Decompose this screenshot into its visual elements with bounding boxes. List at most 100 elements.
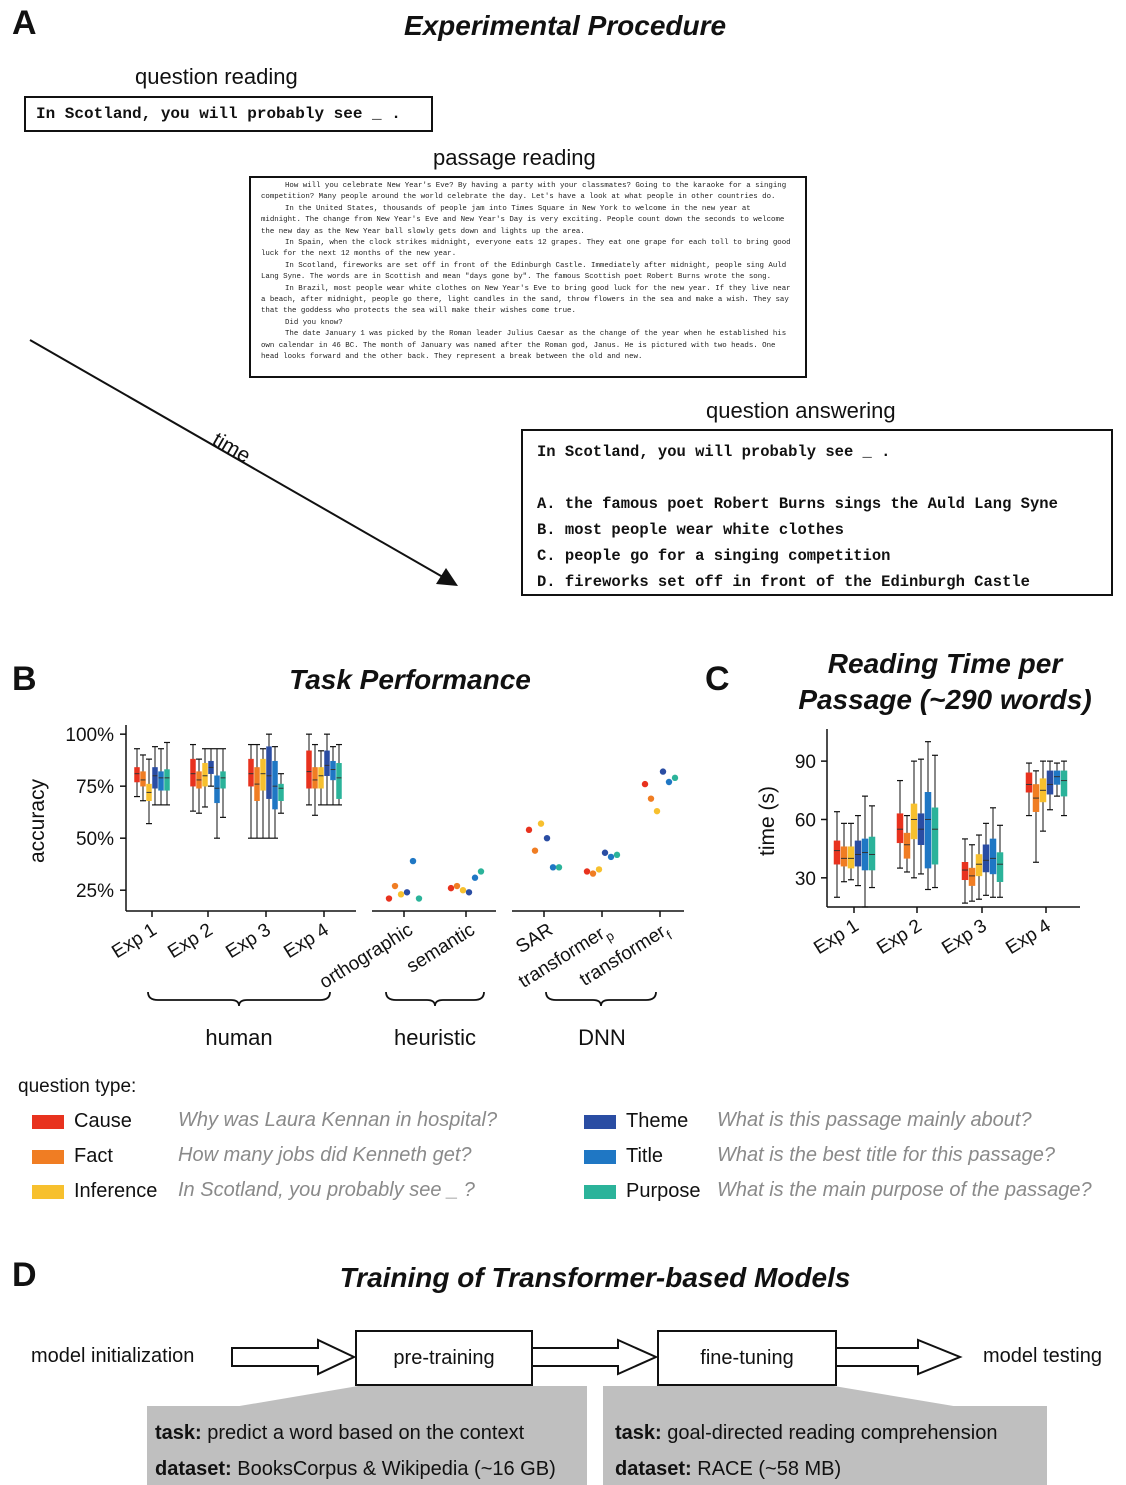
flow-arrow-2 (531, 1338, 659, 1376)
box-title (924, 741, 932, 891)
box-body (847, 846, 855, 869)
box-body (854, 840, 862, 867)
question-reading-box: In Scotland, you will probably see _ . (24, 96, 433, 132)
box-body (312, 767, 318, 789)
pretraining-dataset: dataset: BooksCorpus & Wikipedia (~16 GB… (155, 1458, 556, 1481)
box-body (260, 758, 266, 791)
passage-paragraph: In Scotland, fireworks are set off in fr… (261, 261, 787, 282)
pretraining-task-key: task: (155, 1422, 202, 1444)
point-inference (397, 891, 405, 898)
box-theme (152, 746, 158, 806)
x-tick-label: Exp 4 (280, 919, 333, 963)
box-inference (146, 758, 152, 825)
point-theme (601, 849, 609, 856)
task-performance-chart: 25% 50% 75% 100% accuracy Exp 1 Exp 2 Exp 3 Exp … (26, 725, 684, 1050)
point-cause (447, 884, 455, 892)
legend-label: Title (626, 1145, 664, 1167)
legend-example-question: What is the best title for this passage? (717, 1144, 1055, 1166)
box-body (140, 771, 146, 787)
box-cause (134, 748, 140, 798)
box-title (158, 748, 164, 806)
point-theme (543, 834, 551, 842)
pretraining-box: pre-training (355, 1330, 533, 1386)
legend-swatch (32, 1184, 64, 1199)
model-initialization-label: model initialization (31, 1345, 195, 1367)
x-tick-label: Exp 2 (873, 915, 925, 959)
reading-time-chart: 30 60 90 time (s) Exp 1 Exp 2 Exp 3 Exp 4 (756, 729, 1080, 959)
point-theme (465, 889, 473, 896)
finetuning-dataset-value: RACE (~58 MB) (691, 1458, 842, 1480)
pretraining-task-value: predict a word based on the context (201, 1422, 525, 1444)
legend-example-question: How many jobs did Kenneth get? (178, 1144, 472, 1166)
training-flow-arrows (231, 1338, 963, 1376)
legend-example-question: In Scotland, you probably see _ ? (178, 1179, 475, 1201)
box-body (968, 867, 976, 886)
pretraining-label: pre-training (393, 1346, 495, 1369)
box-cause (190, 743, 196, 812)
box-body (152, 767, 158, 789)
finetuning-task-value: goal-directed reading comprehension (661, 1422, 998, 1444)
heuristic-brace (385, 991, 485, 1007)
box-purpose (996, 824, 1004, 898)
passage-paragraph: In Spain, when the clock strikes midnigh… (261, 239, 791, 259)
box-body (330, 760, 336, 781)
y-tick-label: 50% (76, 829, 114, 850)
box-cause (1025, 762, 1033, 817)
box-theme (208, 748, 214, 787)
y-axis-label: accuracy (26, 778, 49, 863)
y-tick-label: 90 (795, 752, 816, 773)
point-inference (459, 886, 467, 894)
box-fact (968, 844, 976, 902)
box-body (833, 840, 841, 865)
legend-item-theme: Theme (584, 1110, 688, 1133)
y-tick-label: 60 (795, 810, 816, 831)
box-purpose (868, 805, 876, 889)
legend-label: Inference (74, 1180, 158, 1202)
panel-a-title: Experimental Procedure (403, 10, 727, 41)
box-theme (266, 733, 272, 839)
point-inference (595, 866, 603, 873)
point-cause (583, 868, 591, 875)
legend-swatch (584, 1149, 616, 1164)
point-title (549, 864, 557, 871)
box-body (903, 832, 911, 859)
box-body (1046, 770, 1054, 795)
panel-letter-d: D (12, 1256, 37, 1294)
box-inference (847, 822, 855, 881)
x-tick-label: Exp 4 (1002, 915, 1055, 959)
pretraining-task: task: predict a word based on the contex… (155, 1422, 524, 1445)
box-purpose (220, 748, 226, 818)
box-body (266, 746, 272, 799)
box-inference (1039, 760, 1047, 832)
question-answering-box: In Scotland, you will probably see _ . A… (521, 429, 1113, 596)
box-cause (896, 779, 904, 869)
box-inference (975, 834, 983, 900)
time-arrow-line (29, 339, 449, 581)
time-arrow-head (436, 568, 458, 586)
qa-option-c: C. people go for a singing competition (537, 547, 891, 565)
box-body (190, 758, 196, 787)
point-fact (391, 882, 399, 890)
box-fact (312, 743, 318, 816)
box-body (158, 771, 164, 791)
point-title (471, 874, 479, 881)
x-tick-label-subscript: f (664, 928, 675, 943)
panel-c-title-line-2: Passage (~290 words) (798, 684, 1092, 715)
y-tick-label: 100% (65, 725, 114, 746)
legend-item-cause: Cause (32, 1110, 132, 1133)
box-body (996, 852, 1004, 882)
box-purpose (164, 741, 170, 806)
point-purpose (671, 774, 679, 782)
box-title (1053, 762, 1061, 797)
box-fact (140, 754, 146, 802)
box-theme (854, 814, 862, 887)
box-cause (833, 811, 841, 898)
box-body (868, 836, 876, 871)
passage-box: How will you celebrate New Year's Eve? B… (249, 176, 807, 378)
x-tick-label: orthographic (316, 919, 417, 993)
legend-label: Purpose (626, 1180, 701, 1202)
legend-label: Theme (626, 1110, 689, 1132)
box-cause (961, 838, 969, 904)
box-body (1060, 770, 1068, 797)
point-purpose (415, 895, 423, 902)
